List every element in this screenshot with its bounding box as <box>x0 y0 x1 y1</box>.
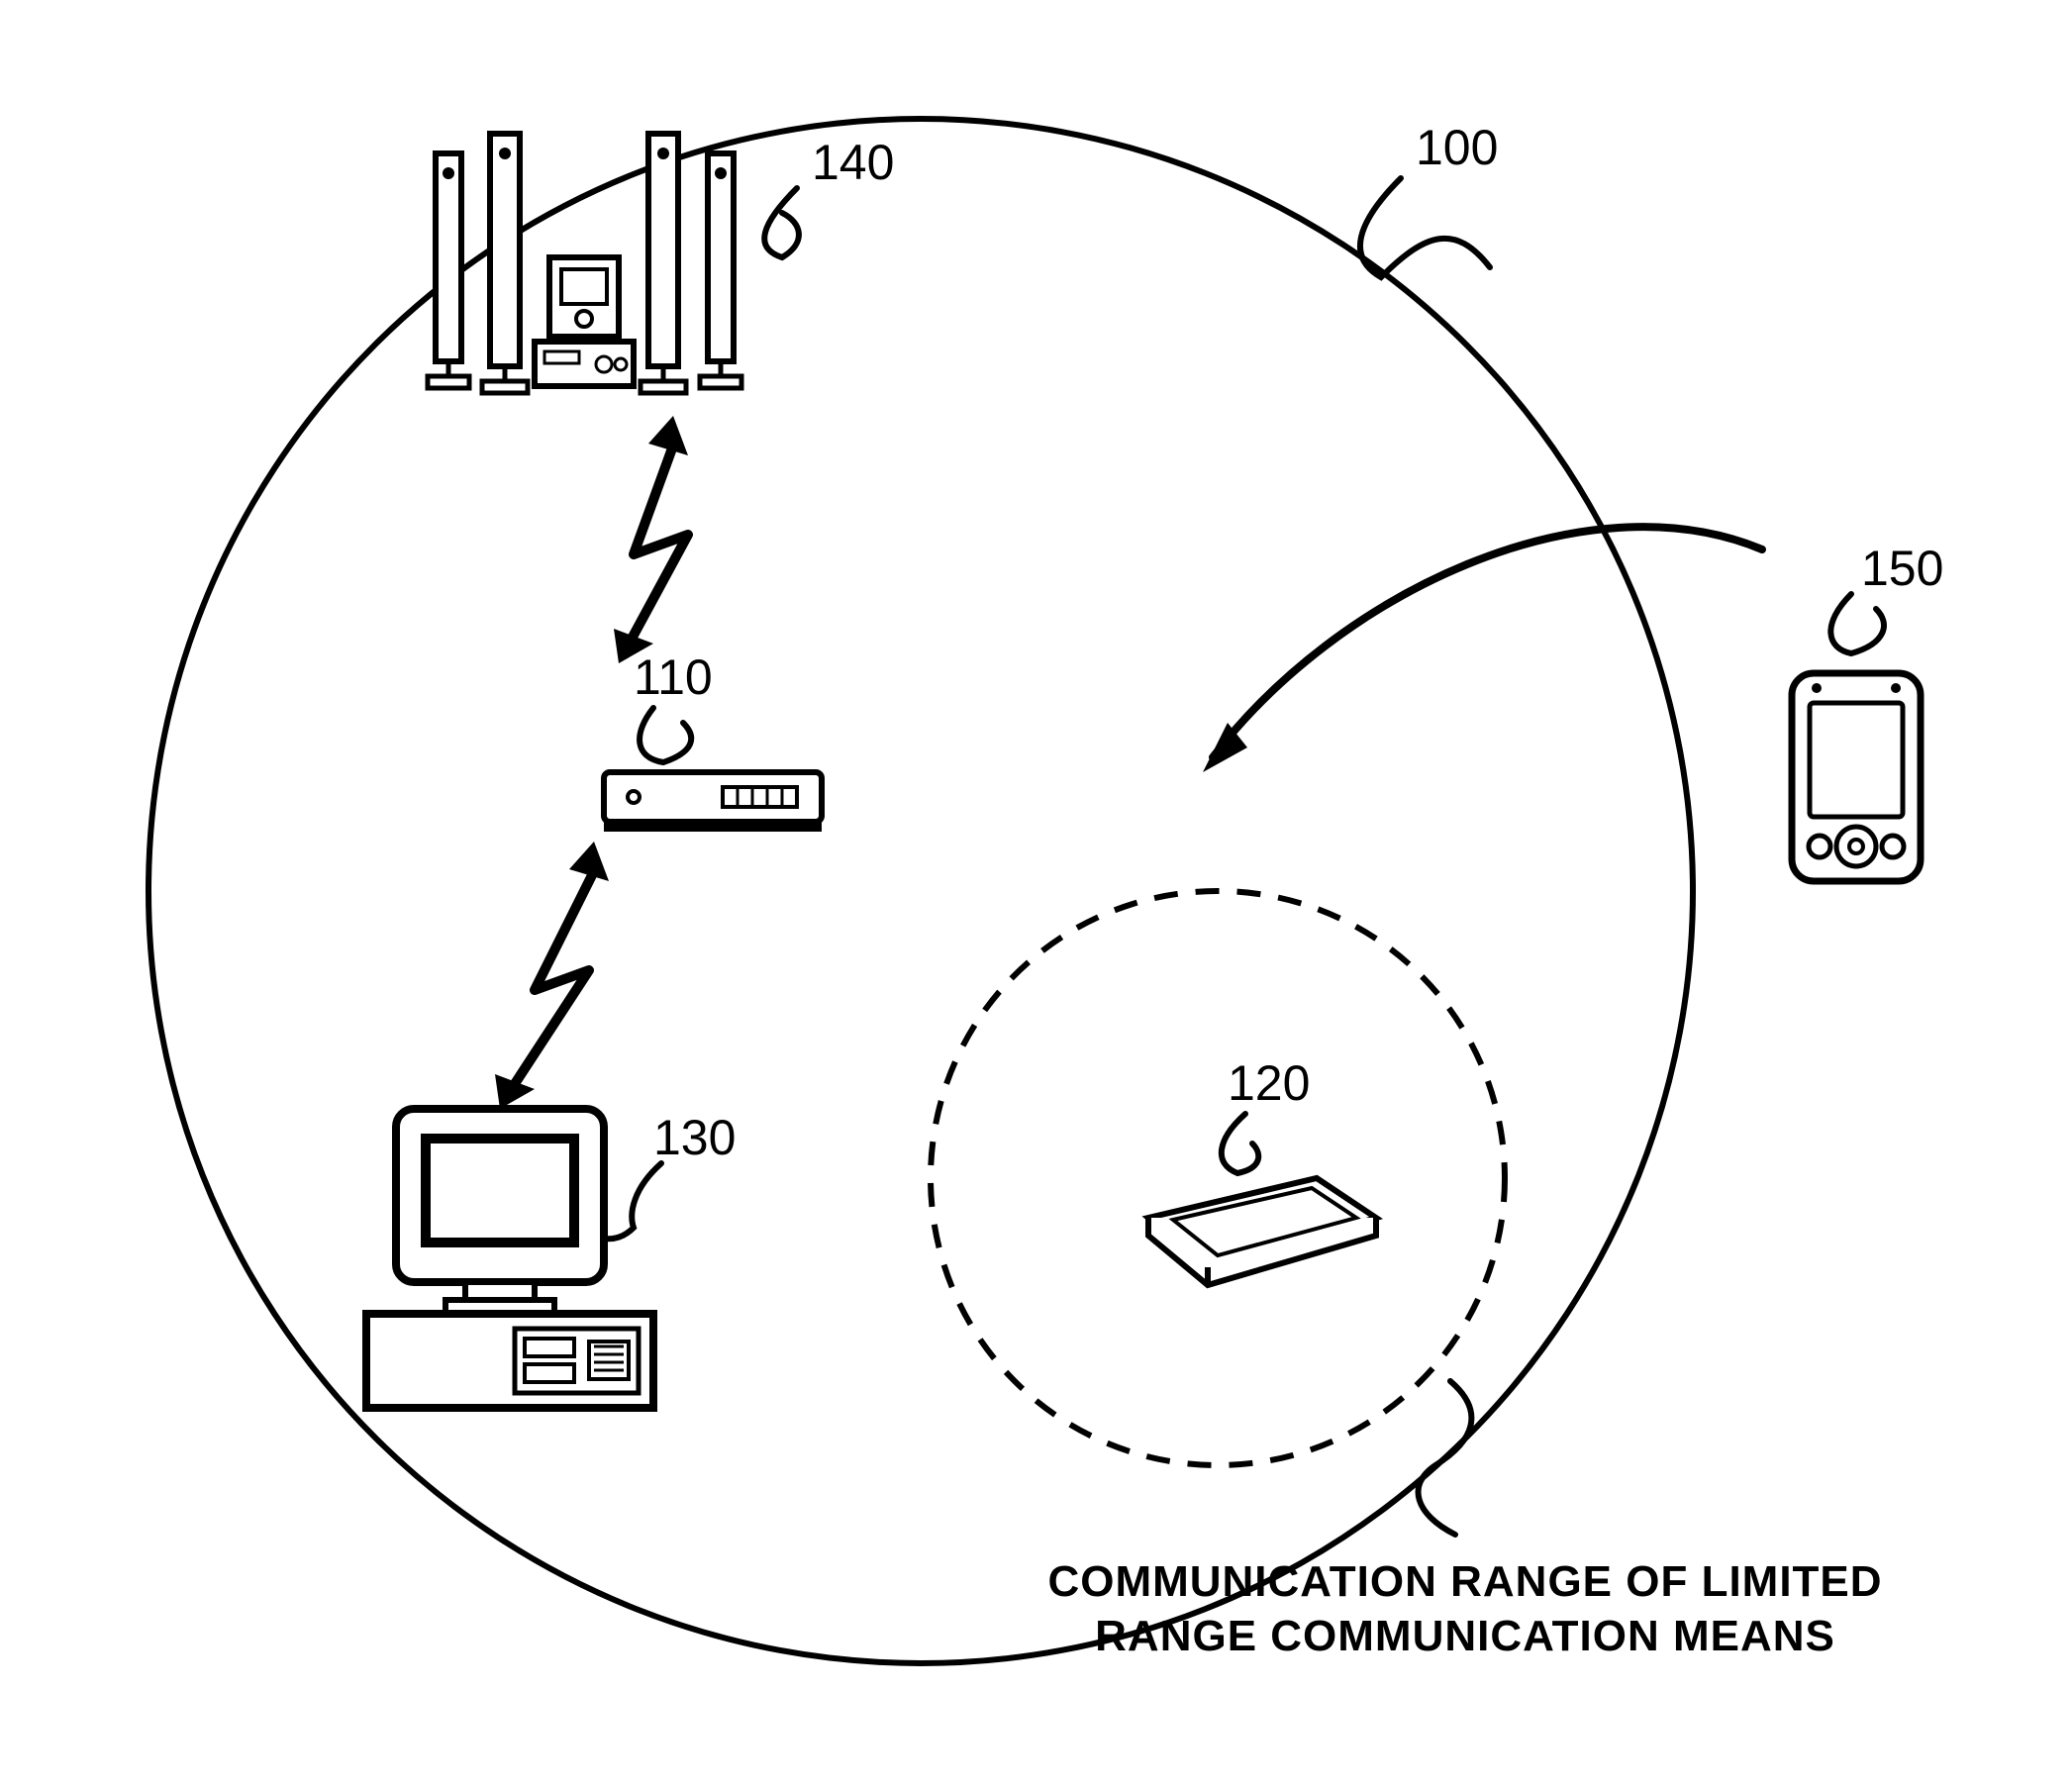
wireless-bolt-top <box>624 446 688 653</box>
leader-140 <box>764 188 799 257</box>
caption-text: COMMUNICATION RANGE OF LIMITED RANGE COM… <box>1020 1554 1911 1663</box>
pda-icon <box>1792 673 1921 881</box>
label-150: 150 <box>1861 540 1943 597</box>
leader-150 <box>1830 594 1884 653</box>
label-130: 130 <box>653 1109 736 1166</box>
wireless-bolt-top-arrow1 <box>648 416 688 455</box>
label-100: 100 <box>1416 119 1498 176</box>
leader-caption <box>1419 1381 1472 1535</box>
leader-100 <box>1360 178 1490 277</box>
leader-120 <box>1222 1114 1258 1173</box>
reader-icon <box>1148 1178 1376 1285</box>
diagram-canvas <box>0 0 2072 1790</box>
inner-dashed-circle <box>931 891 1505 1465</box>
outer-circle <box>148 119 1693 1663</box>
label-110: 110 <box>634 648 713 706</box>
label-120: 120 <box>1228 1054 1310 1112</box>
wireless-bolt-bottom <box>505 871 594 1099</box>
label-140: 140 <box>812 134 894 191</box>
computer-icon <box>366 1109 653 1408</box>
leader-110 <box>640 708 691 762</box>
router-icon <box>604 772 822 832</box>
wireless-bolt-bottom-arrow1 <box>569 842 609 881</box>
